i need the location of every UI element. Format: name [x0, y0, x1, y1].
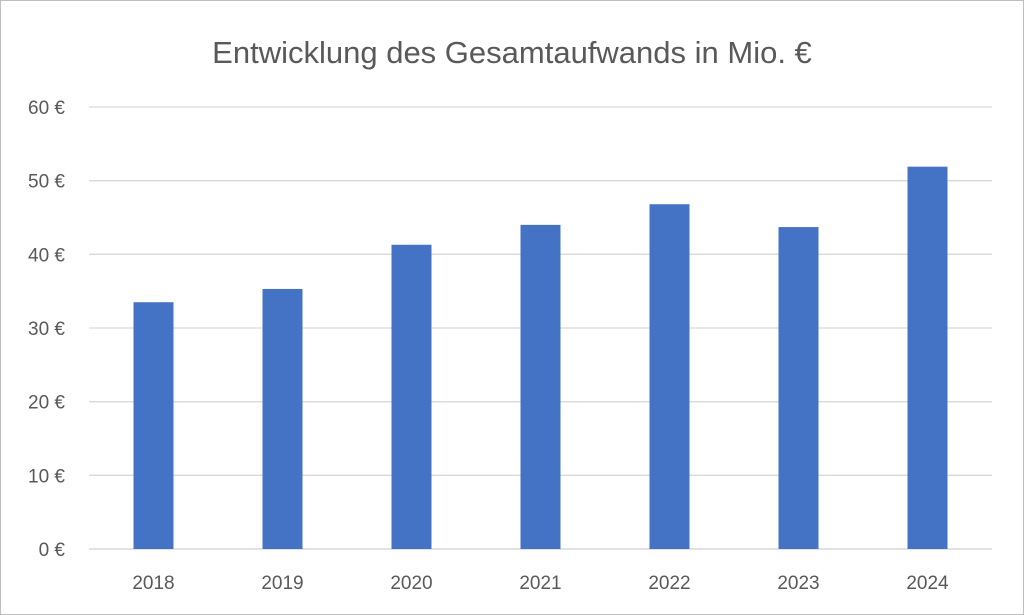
chart-title: Entwicklung des Gesamtaufwands in Mio. €: [212, 35, 812, 70]
y-axis-ticks: 0 € 10 € 20 € 30 € 40 € 50 € 60 €: [28, 98, 65, 561]
x-axis-ticks: 2018 2019 2020 2021 2022 2023 2024: [132, 573, 949, 594]
bar-2021: [520, 224, 561, 549]
y-tick-label: 0 €: [39, 540, 66, 561]
x-tick-label: 2024: [906, 573, 949, 594]
bar-2023: [778, 227, 819, 549]
x-tick-label: 2019: [261, 573, 303, 594]
x-tick-label: 2022: [648, 573, 690, 594]
y-tick-label: 40 €: [28, 245, 65, 266]
y-tick-label: 20 €: [28, 393, 65, 414]
x-tick-label: 2020: [390, 573, 432, 594]
bar-2024: [907, 166, 948, 550]
x-tick-label: 2018: [132, 573, 174, 594]
x-tick-label: 2021: [519, 573, 561, 594]
bar-2020: [391, 244, 432, 550]
bars: [133, 166, 948, 550]
bar-2022: [649, 204, 690, 550]
bar-2018: [133, 302, 174, 549]
y-tick-label: 50 €: [28, 172, 65, 193]
y-tick-label: 30 €: [28, 319, 65, 340]
x-tick-label: 2023: [777, 573, 819, 594]
y-tick-label: 60 €: [28, 98, 65, 119]
bar-2019: [262, 288, 303, 549]
y-tick-label: 10 €: [28, 466, 65, 487]
